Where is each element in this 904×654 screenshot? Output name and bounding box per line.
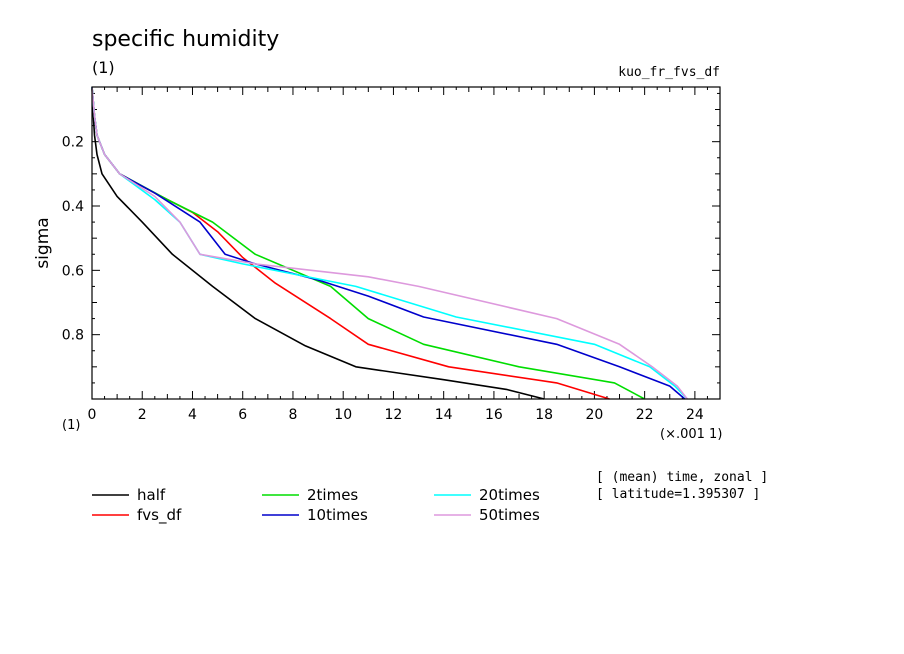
- x-tick-label: 10: [334, 407, 352, 423]
- legend-label-half: half: [137, 486, 166, 504]
- x-tick-label: 2: [138, 407, 147, 423]
- legend-label-10times: 10times: [307, 506, 368, 524]
- title-unit-label: (1): [92, 58, 115, 77]
- series-line-10times: [91, 86, 686, 400]
- x-unit-label: (×.001 1): [660, 427, 722, 442]
- plot-frame: [91, 86, 721, 400]
- series-line-2times: [91, 86, 645, 400]
- series-line-50times: [91, 86, 688, 400]
- legend-label-2times: 2times: [307, 486, 358, 504]
- x-tick-label: 6: [238, 407, 247, 423]
- x-tick-label: 4: [188, 407, 197, 423]
- x-tick-label: 16: [485, 407, 503, 423]
- y-tick-label: 0.6: [62, 263, 84, 279]
- y-axis-label: sigma: [33, 217, 53, 268]
- legend-label-50times: 50times: [479, 506, 540, 524]
- y-tick-label: 0.2: [62, 135, 84, 151]
- series-lines: [91, 86, 688, 400]
- info-line-time: [ (mean) time, zonal ]: [596, 470, 768, 485]
- run-name-label: kuo_fr_fvs_df: [618, 65, 720, 80]
- series-line-half: [91, 86, 545, 400]
- info-line-latitude: [ latitude=1.395307 ]: [596, 487, 760, 502]
- series-line-20times: [91, 86, 688, 400]
- x-tick-label: 22: [636, 407, 654, 423]
- y-unit-label: (1): [62, 418, 80, 433]
- x-tick-label: 8: [288, 407, 297, 423]
- legend-label-20times: 20times: [479, 486, 540, 504]
- chart-title: specific humidity: [92, 27, 279, 52]
- x-tick-label: 20: [585, 407, 603, 423]
- y-tick-label: 0.8: [62, 328, 84, 344]
- x-tick-label: 18: [535, 407, 553, 423]
- legend: half fvs_df 2times 10times 20times 50times: [92, 486, 540, 525]
- legend-label-fvs_df: fvs_df: [137, 506, 182, 525]
- x-tick-label: 12: [385, 407, 403, 423]
- x-tick-label: 14: [435, 407, 453, 423]
- y-tick-label: 0.4: [62, 199, 84, 215]
- series-line-fvs_df: [91, 86, 610, 400]
- x-tick-label: 24: [686, 407, 704, 423]
- x-tick-label: 0: [88, 407, 97, 423]
